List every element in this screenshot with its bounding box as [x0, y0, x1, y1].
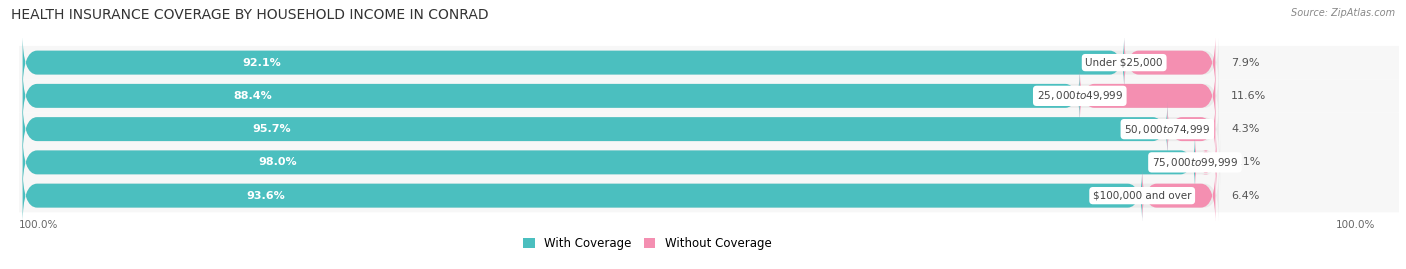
- Text: HEALTH INSURANCE COVERAGE BY HOUSEHOLD INCOME IN CONRAD: HEALTH INSURANCE COVERAGE BY HOUSEHOLD I…: [11, 8, 489, 22]
- Text: 6.4%: 6.4%: [1232, 191, 1260, 201]
- Text: $75,000 to $99,999: $75,000 to $99,999: [1152, 156, 1239, 169]
- Text: $25,000 to $49,999: $25,000 to $49,999: [1036, 89, 1123, 102]
- Text: 88.4%: 88.4%: [233, 91, 271, 101]
- Text: 100.0%: 100.0%: [1336, 220, 1375, 229]
- Legend: With Coverage, Without Coverage: With Coverage, Without Coverage: [519, 232, 776, 255]
- FancyBboxPatch shape: [1195, 134, 1216, 190]
- Text: 98.0%: 98.0%: [259, 157, 297, 167]
- FancyBboxPatch shape: [20, 112, 1399, 146]
- FancyBboxPatch shape: [20, 179, 1399, 212]
- FancyBboxPatch shape: [20, 146, 1399, 179]
- FancyBboxPatch shape: [22, 101, 1219, 157]
- Text: $50,000 to $74,999: $50,000 to $74,999: [1125, 123, 1211, 136]
- FancyBboxPatch shape: [22, 134, 1220, 190]
- Text: Source: ZipAtlas.com: Source: ZipAtlas.com: [1291, 8, 1395, 18]
- Text: 100.0%: 100.0%: [20, 220, 59, 229]
- FancyBboxPatch shape: [20, 79, 1399, 112]
- FancyBboxPatch shape: [1167, 101, 1215, 157]
- Text: 92.1%: 92.1%: [243, 58, 281, 68]
- Text: 2.1%: 2.1%: [1232, 157, 1261, 167]
- FancyBboxPatch shape: [22, 35, 1125, 91]
- FancyBboxPatch shape: [1125, 35, 1215, 91]
- FancyBboxPatch shape: [1080, 68, 1215, 124]
- Text: 11.6%: 11.6%: [1232, 91, 1267, 101]
- Text: Under $25,000: Under $25,000: [1085, 58, 1163, 68]
- FancyBboxPatch shape: [1142, 168, 1215, 224]
- FancyBboxPatch shape: [22, 35, 1219, 91]
- Text: 7.9%: 7.9%: [1232, 58, 1260, 68]
- FancyBboxPatch shape: [22, 68, 1219, 124]
- Text: 93.6%: 93.6%: [246, 191, 285, 201]
- FancyBboxPatch shape: [22, 168, 1142, 224]
- FancyBboxPatch shape: [22, 168, 1219, 224]
- Text: 4.3%: 4.3%: [1232, 124, 1260, 134]
- FancyBboxPatch shape: [22, 101, 1167, 157]
- FancyBboxPatch shape: [22, 68, 1080, 124]
- Text: 95.7%: 95.7%: [252, 124, 291, 134]
- FancyBboxPatch shape: [22, 134, 1195, 190]
- FancyBboxPatch shape: [20, 46, 1399, 79]
- Text: $100,000 and over: $100,000 and over: [1092, 191, 1191, 201]
